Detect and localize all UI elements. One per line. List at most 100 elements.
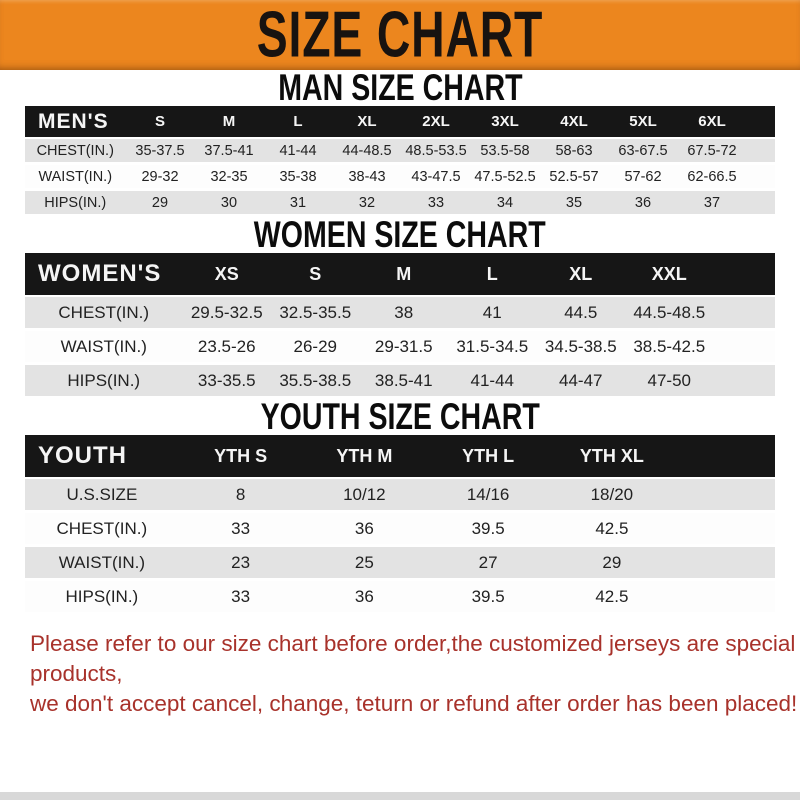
table-cell: 58-63 bbox=[539, 138, 609, 165]
table-cell: 30 bbox=[194, 189, 264, 217]
row-label: WAIST(IN.) bbox=[25, 163, 126, 191]
table-cell: 38.5-41 bbox=[359, 363, 448, 399]
spacer-cell bbox=[713, 363, 775, 399]
table-cell: 31.5-34.5 bbox=[448, 329, 537, 365]
size-column-header: YTH L bbox=[426, 435, 550, 479]
section-title: WOMEN SIZE CHART bbox=[0, 214, 800, 256]
spacer-cell bbox=[713, 253, 775, 297]
spacer-cell bbox=[673, 579, 775, 615]
table-cell: 42.5 bbox=[550, 511, 674, 547]
spacer-cell bbox=[673, 478, 775, 513]
table-cell: 29 bbox=[125, 189, 195, 217]
table-cell: 33-35.5 bbox=[182, 363, 271, 399]
spacer-cell bbox=[673, 435, 775, 479]
size-column-header: XXL bbox=[625, 253, 714, 297]
table-cell: 36 bbox=[608, 189, 678, 217]
table-cell: 38-43 bbox=[332, 163, 402, 191]
size-column-header: YTH M bbox=[302, 435, 427, 479]
size-column-header: XL bbox=[536, 253, 625, 297]
table-row: HIPS(IN.) 29 30 31 32 33 34 35 36 37 bbox=[25, 189, 775, 217]
row-label: CHEST(IN.) bbox=[25, 138, 126, 165]
table-cell: 48.5-53.5 bbox=[401, 138, 471, 165]
size-column-header: YTH S bbox=[178, 435, 303, 479]
table-cell: 47-50 bbox=[625, 363, 714, 399]
table-cell: 34.5-38.5 bbox=[536, 329, 625, 365]
table-cell: 35-38 bbox=[263, 163, 333, 191]
table-cell: 37 bbox=[677, 189, 747, 217]
table-cell: 29 bbox=[550, 545, 674, 581]
table-cell: 37.5-41 bbox=[194, 138, 264, 165]
spacer-cell bbox=[673, 511, 775, 547]
table-cell: 44-48.5 bbox=[332, 138, 402, 165]
row-label: U.S.SIZE bbox=[25, 478, 179, 513]
table-cell: 35-37.5 bbox=[125, 138, 195, 165]
table-cell: 29-31.5 bbox=[359, 329, 448, 365]
size-column-header: XS bbox=[182, 253, 271, 297]
spacer-cell bbox=[746, 138, 775, 165]
disclaimer: Please refer to our size chart before or… bbox=[30, 629, 800, 719]
section-title: YOUTH SIZE CHART bbox=[0, 396, 800, 438]
table-cell: 43-47.5 bbox=[401, 163, 471, 191]
size-column-header: 6XL bbox=[677, 106, 747, 139]
table-cell: 38.5-42.5 bbox=[625, 329, 714, 365]
size-column-header: L bbox=[263, 106, 333, 139]
section-title: MAN SIZE CHART bbox=[0, 67, 800, 109]
table-cell: 33 bbox=[178, 579, 303, 615]
table-cell: 39.5 bbox=[426, 579, 550, 615]
size-column-header: 3XL bbox=[470, 106, 540, 139]
table-cell: 41-44 bbox=[448, 363, 537, 399]
table-row: HIPS(IN.) 33 36 39.5 42.5 bbox=[25, 579, 775, 615]
table-row: U.S.SIZE 8 10/12 14/16 18/20 bbox=[25, 478, 775, 513]
table-cell: 23.5-26 bbox=[182, 329, 271, 365]
table-cell: 44.5 bbox=[536, 296, 625, 331]
table-row: CHEST(IN.) 33 36 39.5 42.5 bbox=[25, 511, 775, 547]
table-cell: 44.5-48.5 bbox=[625, 296, 714, 331]
table-cell: 10/12 bbox=[302, 478, 427, 513]
table-cell: 14/16 bbox=[426, 478, 550, 513]
size-column-header: 2XL bbox=[401, 106, 471, 139]
table-row: WAIST(IN.) 29-32 32-35 35-38 38-43 43-47.5 47.… bbox=[25, 163, 775, 191]
size-column-header: YTH XL bbox=[550, 435, 674, 479]
disclaimer-line-2: we don't accept cancel, change, teturn o… bbox=[30, 691, 798, 716]
section-title-text: WOMEN SIZE CHART bbox=[254, 214, 546, 256]
table-cell: 36 bbox=[302, 511, 427, 547]
section-title-text: MAN SIZE CHART bbox=[277, 67, 523, 109]
row-label: CHEST(IN.) bbox=[25, 296, 183, 331]
table-cell: 52.5-57 bbox=[539, 163, 609, 191]
row-label: HIPS(IN.) bbox=[25, 579, 179, 615]
section-title-text: YOUTH SIZE CHART bbox=[260, 396, 540, 438]
row-label: HIPS(IN.) bbox=[25, 363, 183, 399]
size-table: MEN'S S M L XL 2XL 3XL 4XL 5XL 6XL CHEST(IN.) 35-37… bbox=[25, 106, 775, 217]
table-cell: 32-35 bbox=[194, 163, 264, 191]
size-column-header: XL bbox=[332, 106, 402, 139]
spacer-cell bbox=[746, 189, 775, 217]
table-cell: 36 bbox=[302, 579, 427, 615]
table-cell: 63-67.5 bbox=[608, 138, 678, 165]
table-cell: 57-62 bbox=[608, 163, 678, 191]
table-row: CHEST(IN.) 35-37.5 37.5-41 41-44 44-48.5 48.5… bbox=[25, 138, 775, 165]
table-cell: 39.5 bbox=[426, 511, 550, 547]
table-cell: 31 bbox=[263, 189, 333, 217]
table-cell: 23 bbox=[178, 545, 303, 581]
spacer-cell bbox=[746, 163, 775, 191]
table-cell: 42.5 bbox=[550, 579, 674, 615]
table-cell: 67.5-72 bbox=[677, 138, 747, 165]
size-table: WOMEN'S XS S M L XL XXL CHEST(IN.) 29.5-32.5 32.5… bbox=[25, 253, 775, 399]
table-cell: 8 bbox=[178, 478, 303, 513]
table-cell: 35 bbox=[539, 189, 609, 217]
size-column-header: 5XL bbox=[608, 106, 678, 139]
table-cell: 47.5-52.5 bbox=[470, 163, 540, 191]
size-column-header: S bbox=[125, 106, 195, 139]
disclaimer-line-1: Please refer to our size chart before or… bbox=[30, 631, 796, 686]
row-label: WAIST(IN.) bbox=[25, 545, 179, 581]
table-row: WAIST(IN.) 23.5-26 26-29 29-31.5 31.5-34.5 34… bbox=[25, 329, 775, 365]
table-cell: 18/20 bbox=[550, 478, 674, 513]
size-column-header: L bbox=[448, 253, 537, 297]
size-column-header: M bbox=[194, 106, 264, 139]
table-cell: 34 bbox=[470, 189, 540, 217]
table-cell: 32 bbox=[332, 189, 402, 217]
table-header-label: YOUTH bbox=[25, 435, 179, 479]
table-header-row: YOUTH YTH S YTH M YTH L YTH XL bbox=[25, 435, 775, 479]
table-cell: 41 bbox=[448, 296, 537, 331]
table-header-row: WOMEN'S XS S M L XL XXL bbox=[25, 253, 775, 297]
